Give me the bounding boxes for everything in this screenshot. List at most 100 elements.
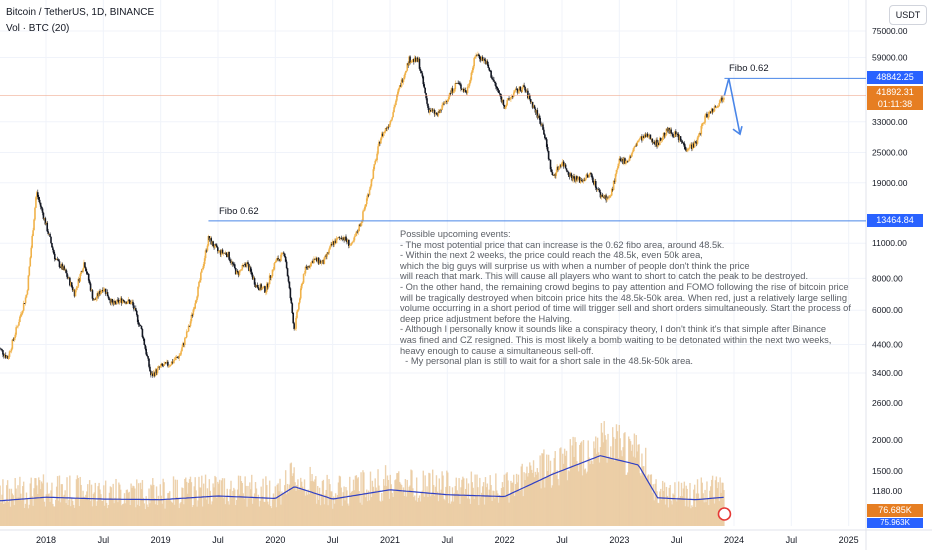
volume-bar	[378, 485, 380, 526]
candle-body	[479, 58, 482, 61]
candle-body	[463, 88, 465, 92]
candle-body	[597, 189, 600, 191]
volume-bar	[556, 470, 558, 526]
candle-body	[236, 270, 239, 272]
candle-body	[364, 204, 367, 207]
candle-body	[408, 56, 410, 66]
volume-bar	[324, 494, 326, 526]
price-tick-label: 11000.00	[872, 238, 907, 248]
candle-body	[502, 99, 505, 105]
candle-body	[580, 180, 583, 181]
volume-bar	[589, 463, 591, 526]
volume-bar	[130, 483, 132, 526]
currency-button[interactable]: USDT	[889, 5, 927, 25]
volume-bar	[644, 447, 647, 526]
volume-bar	[297, 479, 299, 526]
volume-bar	[87, 484, 89, 526]
candle-body	[609, 195, 611, 198]
candle-body	[70, 282, 73, 287]
candle-body	[299, 288, 302, 299]
candle-body	[626, 160, 629, 162]
volume-bar	[99, 489, 101, 526]
candle-body	[332, 241, 335, 245]
candle-body	[670, 129, 672, 134]
analysis-note[interactable]: Possible upcoming events: - The most pot…	[400, 229, 851, 367]
volume-bar	[499, 497, 502, 526]
volume-bar	[84, 497, 86, 526]
volume-bar	[314, 479, 316, 526]
volume-bar	[153, 484, 155, 526]
candle-body	[618, 158, 621, 164]
candle-body	[334, 240, 337, 244]
volume-bar	[213, 487, 215, 526]
volume-bar	[514, 484, 517, 526]
volume-bar	[628, 436, 630, 526]
volume-bar	[575, 441, 577, 526]
candle-body	[237, 271, 240, 276]
candle-body	[323, 257, 326, 265]
volume-bar	[39, 489, 42, 526]
volume-bar	[50, 490, 52, 526]
candle-body	[477, 54, 479, 56]
volume-bar	[24, 503, 27, 526]
candle-body	[313, 258, 315, 264]
candle-body	[509, 99, 511, 101]
symbol-title[interactable]: Bitcoin / TetherUS, 1D, BINANCE	[6, 7, 155, 18]
volume-bar	[31, 496, 33, 526]
volume-bar	[659, 491, 661, 526]
candle-body	[159, 365, 162, 368]
candle-body	[656, 139, 658, 147]
volume-bar	[571, 445, 573, 526]
candle-body	[282, 252, 285, 254]
candle-body	[504, 107, 507, 109]
candle-body	[493, 79, 495, 82]
volume-bar	[362, 470, 364, 526]
candle-body	[716, 106, 719, 108]
candle-body	[614, 174, 617, 182]
volume-bar	[682, 488, 685, 526]
candle-body	[36, 192, 38, 198]
candle-body	[311, 260, 313, 263]
candle-body	[659, 138, 662, 141]
fibo-upper-label[interactable]: Fibo 0.62	[729, 63, 769, 74]
volume-bar	[238, 494, 241, 526]
candle-body	[45, 222, 48, 225]
volume-bar	[350, 491, 353, 526]
candle-body	[6, 356, 9, 359]
candle-body	[495, 86, 498, 89]
volume-bar	[193, 486, 195, 526]
candle-body	[378, 141, 380, 147]
candle-body	[354, 235, 357, 237]
candle-body	[631, 151, 634, 154]
volume-bar	[103, 485, 105, 526]
candle-body	[379, 141, 381, 144]
candle-body	[152, 372, 155, 377]
candle-body	[602, 196, 605, 198]
volume-bar	[16, 497, 18, 526]
candle-body	[38, 199, 41, 203]
candle-body	[175, 356, 178, 358]
volume-bar	[96, 501, 98, 526]
volume-bar	[281, 491, 283, 526]
volume-bar	[7, 502, 10, 526]
candle-body	[342, 237, 344, 240]
fibo-lower-label[interactable]: Fibo 0.62	[219, 206, 259, 217]
price-tick-label: 25000.00	[872, 147, 908, 157]
volume-indicator-label[interactable]: Vol · BTC (20)	[6, 23, 70, 34]
volume-bar	[533, 477, 536, 526]
candle-body	[723, 97, 725, 100]
candle-body	[54, 259, 57, 260]
volume-bar	[237, 475, 240, 526]
candle-body	[83, 262, 85, 269]
volume-bar	[267, 501, 269, 526]
volume-bar	[532, 460, 535, 526]
volume-bar	[612, 427, 614, 526]
volume-bar	[311, 474, 313, 526]
volume-bar	[569, 439, 571, 526]
candle-body	[386, 126, 389, 129]
candle-body	[431, 109, 434, 111]
candle-body	[366, 194, 369, 199]
candle-body	[104, 288, 107, 294]
volume-bar	[352, 479, 355, 526]
